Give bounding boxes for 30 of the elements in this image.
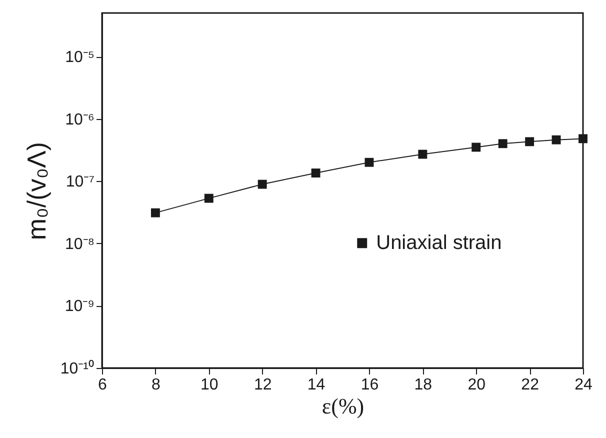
point	[150, 208, 160, 218]
point	[498, 139, 508, 148]
point	[418, 150, 428, 159]
point	[552, 135, 561, 144]
y-tick-label: 10⁻⁶	[65, 111, 94, 128]
point	[311, 168, 320, 178]
legend-label: Uniaxial strain	[376, 232, 502, 254]
x-tick-label: 12	[254, 376, 272, 394]
point	[258, 180, 267, 189]
y-tick-label: 10⁻¹⁰	[60, 360, 94, 378]
y-tick-label: 10⁻⁷	[66, 174, 95, 191]
point	[204, 194, 214, 203]
x-tick-label: 22	[521, 376, 540, 394]
x-tick-label: 6	[98, 376, 108, 394]
point	[472, 142, 481, 152]
y-tick-label: 10⁻⁵	[65, 49, 94, 66]
y-tick-label: 10⁻⁹	[64, 298, 94, 316]
x-tick-label: 14	[307, 376, 326, 394]
point	[364, 158, 374, 167]
x-tick-label: 20	[468, 376, 486, 394]
x-tick-label: 24	[574, 376, 592, 394]
x-tick-label: 18	[414, 376, 432, 394]
y-tick-label: 10⁻⁸	[64, 236, 94, 253]
x-tick-label: 8	[151, 376, 160, 394]
x-axis-title: ε(%)	[322, 394, 364, 418]
x-tick-label: 16	[360, 376, 379, 394]
x-tick-label: 10	[200, 376, 218, 394]
point	[578, 134, 588, 144]
point	[525, 137, 534, 146]
y-axis-title: m₀/(v₀Λ)	[21, 142, 52, 240]
